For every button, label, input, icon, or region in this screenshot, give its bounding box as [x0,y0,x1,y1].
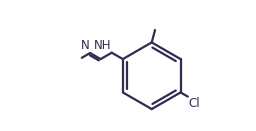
Text: Cl: Cl [188,97,200,110]
Text: N: N [81,39,89,52]
Text: NH: NH [94,39,111,52]
